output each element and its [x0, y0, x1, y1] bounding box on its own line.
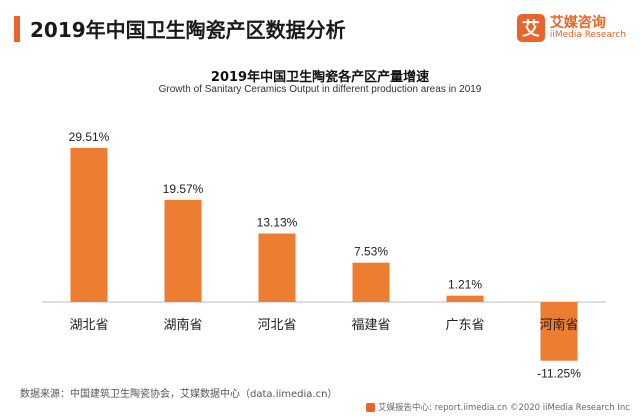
- brand-name-cn: 艾媒咨询: [549, 14, 606, 31]
- iimedia-logo-icon: [366, 402, 376, 412]
- header-accent-bar: [14, 16, 20, 42]
- x-tick-label-4: 广东省: [445, 318, 484, 333]
- x-tick-label-5: 河南省: [539, 317, 578, 333]
- x-tick-label-3: 福建省: [351, 318, 390, 333]
- bar-0: [70, 148, 108, 302]
- bar-3: [352, 262, 390, 302]
- data-label-1: 19.57%: [163, 182, 204, 196]
- data-source-note: 数据来源：中国建筑卫生陶瓷协会，艾媒数据中心（data.iimedia.cn）: [20, 389, 338, 400]
- data-label-0: 29.51%: [69, 130, 110, 144]
- bar-5: [540, 302, 578, 361]
- x-tick-label-1: 湖南省: [163, 317, 202, 333]
- footer-text: 艾媒报告中心: report.iimedia.cn ©2020 iiMedia …: [378, 403, 630, 413]
- chart-title: 2019年中国卫生陶瓷各产区产量增速: [210, 70, 430, 85]
- data-label-2: 13.13%: [257, 215, 298, 229]
- brand-name-en: iiMedia Research: [549, 29, 626, 40]
- bar-1: [164, 199, 202, 302]
- bar-4: [446, 295, 484, 302]
- data-label-3: 7.53%: [354, 245, 388, 259]
- x-tick-label-0: 湖北省: [69, 318, 108, 333]
- data-label-5: -11.25%: [537, 367, 581, 381]
- footer: 艾媒报告中心: report.iimedia.cn ©2020 iiMedia …: [366, 401, 630, 413]
- chart-subtitle: Growth of Sanitary Ceramics Output in di…: [158, 84, 482, 95]
- brand-logo: 艾 艾媒咨询 iiMedia Research: [516, 14, 626, 42]
- page-title: 2019年中国卫生陶瓷产区数据分析: [30, 18, 346, 42]
- bar-2: [258, 233, 296, 302]
- x-tick-label-2: 河北省: [257, 318, 296, 333]
- brand-logo-icon: 艾: [516, 14, 545, 42]
- data-label-4: 1.21%: [448, 278, 482, 292]
